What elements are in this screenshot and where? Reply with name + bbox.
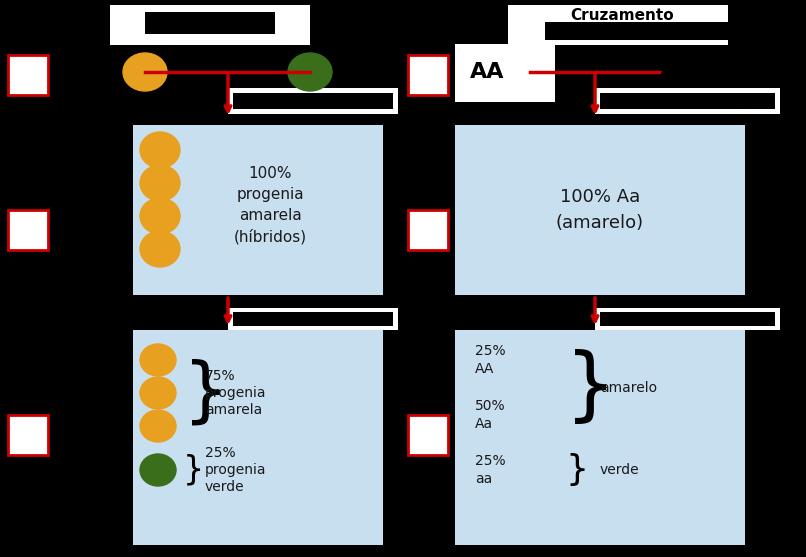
Text: 100% Aa
(amarelo): 100% Aa (amarelo) (556, 188, 644, 232)
Ellipse shape (288, 53, 332, 91)
Bar (600, 312, 775, 326)
Bar (8, 415, 48, 455)
Bar (233, 93, 393, 109)
Bar (8, 210, 48, 250)
Bar (408, 55, 448, 95)
Text: verde: verde (600, 463, 640, 477)
Bar (110, 5, 310, 45)
Bar (408, 415, 448, 455)
Text: aa: aa (660, 62, 690, 82)
Ellipse shape (140, 344, 176, 376)
Bar (600, 93, 775, 109)
Bar (455, 44, 555, 102)
Ellipse shape (140, 198, 180, 234)
Text: 50%
Aa: 50% Aa (475, 399, 505, 431)
Bar (408, 210, 448, 250)
Ellipse shape (140, 231, 180, 267)
Bar (408, 415, 448, 455)
Bar (8, 415, 48, 455)
Text: }: } (565, 349, 617, 427)
Text: AA: AA (470, 62, 505, 82)
Bar (545, 22, 730, 40)
Text: }: } (183, 359, 229, 428)
Text: 25%
progenia
verde: 25% progenia verde (205, 446, 267, 494)
Bar (8, 55, 48, 95)
Ellipse shape (140, 165, 180, 201)
Bar (8, 55, 48, 95)
Text: }: } (183, 453, 204, 486)
Bar (145, 12, 275, 34)
Ellipse shape (140, 410, 176, 442)
Bar (455, 330, 745, 545)
Bar (133, 330, 383, 545)
Bar (408, 210, 448, 250)
Text: 100%
progenia
amarela
(híbridos): 100% progenia amarela (híbridos) (234, 165, 306, 245)
Bar (133, 125, 383, 295)
Ellipse shape (140, 454, 176, 486)
Bar (408, 55, 448, 95)
Bar (508, 5, 728, 45)
Bar (233, 312, 393, 326)
Text: Cruzamento: Cruzamento (570, 8, 674, 23)
Ellipse shape (140, 132, 180, 168)
Text: 25%
aa: 25% aa (475, 455, 505, 486)
Text: 75%
progenia
amarela: 75% progenia amarela (205, 369, 267, 417)
Ellipse shape (123, 53, 167, 91)
Bar (8, 210, 48, 250)
Ellipse shape (140, 377, 176, 409)
Bar (595, 308, 780, 330)
Text: }: } (565, 453, 588, 487)
Bar (595, 88, 780, 114)
Text: amarelo: amarelo (600, 381, 657, 395)
Bar (228, 308, 398, 330)
Bar (455, 125, 745, 295)
Text: 25%
AA: 25% AA (475, 344, 505, 375)
Bar (228, 88, 398, 114)
